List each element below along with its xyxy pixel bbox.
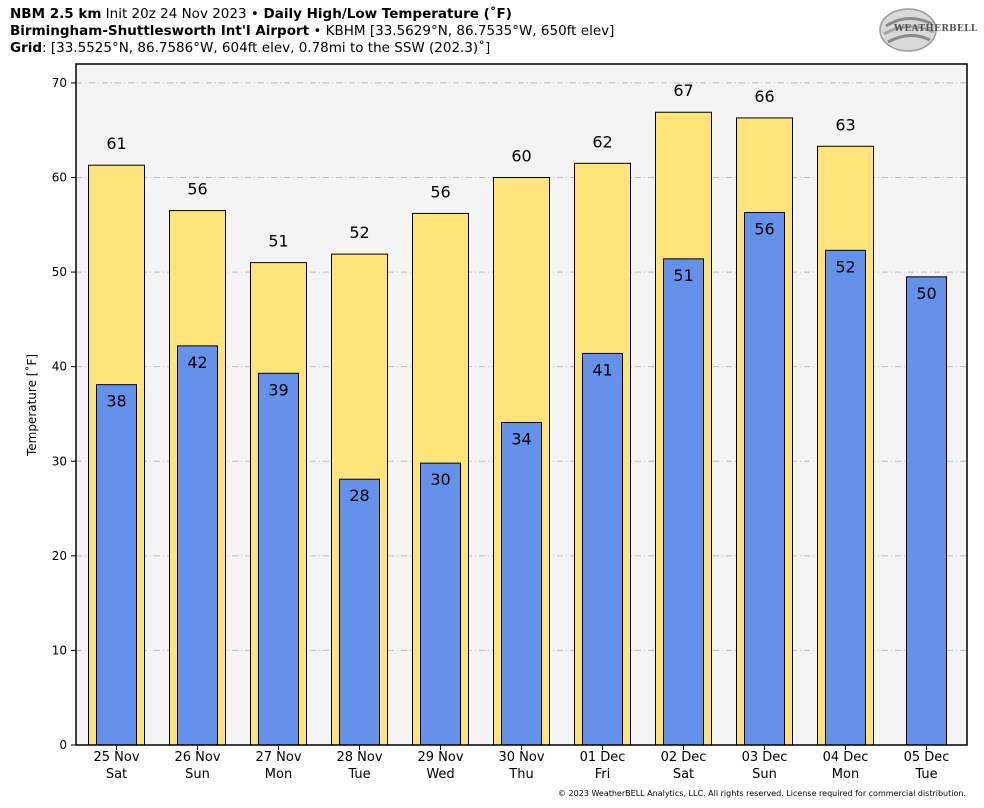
title-separator: • <box>250 6 259 22</box>
y-axis-label: Temperature [˚F] <box>25 353 39 457</box>
y-tick-label: 60 <box>52 171 67 185</box>
y-tick-label: 20 <box>52 549 67 563</box>
x-tick-label-day: Thu <box>508 767 533 782</box>
station-name: Birmingham-Shuttlesworth Int'l Airport <box>10 23 310 39</box>
low-label: 50 <box>916 284 936 303</box>
low-bar <box>96 384 137 746</box>
chart-title: Daily High/Low Temperature (˚F) <box>258 6 512 22</box>
low-label: 42 <box>187 353 207 372</box>
low-bar <box>906 276 947 746</box>
x-tick-label-day: Sat <box>673 767 694 782</box>
x-tick-label-date: 04 Dec <box>823 750 869 765</box>
x-tick-label-day: Sun <box>185 767 210 782</box>
low-label: 30 <box>430 470 450 489</box>
y-tick-label: 10 <box>52 643 67 657</box>
copyright-footer: © 2023 WeatherBELL Analytics, LLC. All r… <box>558 789 966 798</box>
x-tick-label-date: 28 Nov <box>336 750 382 765</box>
logo-wordmark: WEATHERBELL <box>894 24 978 34</box>
x-tick-label-day: Tue <box>914 767 937 782</box>
grid-label: Grid <box>10 40 43 56</box>
chart-title-line-2: Birmingham-Shuttlesworth Int'l Airport •… <box>10 23 614 40</box>
x-tick-label-day: Sat <box>106 767 127 782</box>
station-separator: • <box>309 23 326 39</box>
low-label: 38 <box>106 392 126 411</box>
low-label: 56 <box>754 219 774 238</box>
y-tick-label: 50 <box>52 265 67 279</box>
low-bar <box>744 211 785 746</box>
x-tick-label-date: 05 Dec <box>904 750 950 765</box>
high-label: 52 <box>349 223 369 242</box>
chart-title-line-1: NBM 2.5 km Init 20z 24 Nov 2023 • Daily … <box>10 6 512 23</box>
high-label: 61 <box>106 134 126 153</box>
low-label: 41 <box>592 360 612 379</box>
high-label: 63 <box>835 115 855 134</box>
x-tick-label-day: Fri <box>595 767 611 782</box>
y-tick-label: 0 <box>59 738 67 752</box>
high-label: 51 <box>268 232 288 251</box>
y-tick-label: 70 <box>52 76 67 90</box>
y-tick-label: 30 <box>52 454 67 468</box>
high-label: 62 <box>592 132 612 151</box>
low-bar <box>501 421 542 746</box>
chart-title-line-3: Grid: [33.5525°N, 86.7586°W, 604ft elev,… <box>10 40 490 57</box>
low-bar <box>582 352 623 746</box>
low-bar <box>339 478 380 746</box>
x-tick-label-date: 30 Nov <box>498 750 544 765</box>
low-label: 28 <box>349 486 369 505</box>
model-name: NBM 2.5 km <box>10 6 102 22</box>
low-bar <box>663 258 704 746</box>
low-label: 51 <box>673 266 693 285</box>
high-label: 67 <box>673 81 693 100</box>
high-label: 56 <box>430 182 450 201</box>
y-tick-label: 40 <box>52 360 67 374</box>
x-tick-label-day: Mon <box>832 767 859 782</box>
x-tick-label-date: 29 Nov <box>417 750 463 765</box>
low-label: 52 <box>835 257 855 276</box>
low-bar <box>258 372 299 746</box>
low-bar <box>177 345 218 746</box>
x-tick-label-day: Mon <box>265 767 292 782</box>
x-tick-label-date: 01 Dec <box>580 750 626 765</box>
x-tick-label-day: Tue <box>347 767 370 782</box>
x-tick-label-date: 25 Nov <box>93 750 139 765</box>
low-label: 39 <box>268 380 288 399</box>
x-tick-label-date: 26 Nov <box>174 750 220 765</box>
init-time: Init 20z 24 Nov 2023 <box>101 6 251 22</box>
low-bar <box>420 462 461 746</box>
high-label: 60 <box>511 147 531 166</box>
plot-frame <box>75 63 968 746</box>
low-label: 34 <box>511 429 531 448</box>
high-label: 66 <box>754 87 774 106</box>
high-label: 56 <box>187 180 207 199</box>
weatherbell-logo-icon <box>879 8 937 52</box>
low-bar <box>825 249 866 746</box>
x-tick-label-day: Wed <box>426 767 454 782</box>
x-tick-label-date: 27 Nov <box>255 750 301 765</box>
x-tick-label-date: 03 Dec <box>742 750 788 765</box>
x-tick-label-day: Sun <box>752 767 777 782</box>
station-detail: KBHM [33.5629°N, 86.7535°W, 650ft elev] <box>325 23 615 39</box>
x-tick-label-date: 02 Dec <box>661 750 707 765</box>
grid-detail: : [33.5525°N, 86.7586°W, 604ft elev, 0.7… <box>42 40 491 56</box>
